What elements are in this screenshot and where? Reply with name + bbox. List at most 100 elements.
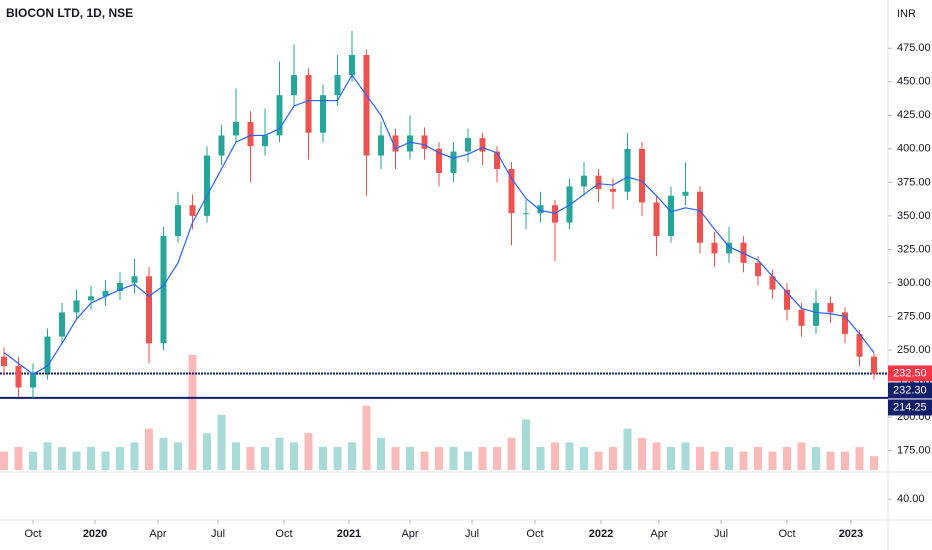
price-label: 232.50	[893, 367, 927, 379]
candle-body	[73, 300, 80, 313]
y-tick-label: 425.00	[897, 109, 931, 121]
moving-average	[3, 73, 875, 375]
volume-bar	[580, 447, 588, 470]
volume-bar	[870, 456, 878, 470]
volume-bar	[449, 447, 458, 470]
candle-body	[102, 290, 109, 297]
candle-body	[276, 95, 283, 136]
volume-bar	[217, 414, 226, 470]
volume-bar	[246, 447, 255, 470]
volume-bar	[768, 451, 777, 470]
price-label: 214.25	[893, 401, 927, 413]
volume-bar	[101, 451, 110, 470]
y-tick-label: 40.00	[897, 493, 925, 505]
x-tick-label: Oct	[778, 528, 795, 540]
x-tick-label: Oct	[526, 528, 543, 540]
candle-body	[291, 75, 297, 96]
price-label-box	[888, 399, 932, 416]
candle-body	[639, 148, 645, 203]
volume-bar	[290, 442, 298, 470]
x-tick-label: 2022	[589, 528, 613, 540]
candle-body	[827, 303, 834, 313]
candle-body	[581, 175, 587, 187]
candle-body	[233, 122, 239, 136]
currency: INR	[897, 8, 916, 20]
x-tick-label: Apr	[401, 528, 418, 540]
candle-body	[523, 213, 529, 215]
volume-bar	[725, 447, 733, 470]
volume-bar	[652, 442, 661, 470]
candle-body	[131, 276, 138, 283]
candle-body	[856, 333, 863, 357]
candle-body	[44, 336, 51, 373]
volume-bar	[855, 447, 864, 470]
candle-body	[508, 168, 515, 214]
volume-bar	[478, 447, 487, 470]
volume-bar	[275, 437, 284, 470]
y-tick-label: 350.00	[897, 210, 931, 222]
x-tick-label: Oct	[24, 528, 41, 540]
volume-bar	[188, 355, 197, 470]
volume-bar	[391, 447, 400, 470]
x-tick-label: Jul	[714, 528, 728, 540]
candle-body	[305, 75, 312, 133]
volume-bar	[797, 442, 806, 470]
candle-body	[813, 303, 819, 326]
candle-body	[262, 135, 268, 147]
y-tick-label: 250.00	[897, 344, 931, 356]
y-tick-label: 325.00	[897, 243, 931, 255]
candle-body	[204, 155, 210, 216]
volume-bar	[826, 451, 835, 470]
y-tick-label: 175.00	[897, 444, 931, 456]
volume-bar	[159, 437, 168, 470]
candle-body	[421, 135, 428, 149]
y-tick-label: 450.00	[897, 76, 931, 88]
candle-body	[30, 372, 36, 388]
volume-bar	[377, 437, 385, 470]
candle-body	[610, 189, 616, 192]
x-tick-label: 2021	[337, 528, 361, 540]
candle-body	[537, 205, 544, 214]
candle-body	[479, 138, 486, 152]
volume-bar	[681, 442, 690, 470]
x-tick-label: Jul	[465, 528, 479, 540]
x-tick-label: Jul	[211, 528, 225, 540]
candle-body	[146, 276, 152, 344]
candle-body	[15, 366, 22, 388]
volume-bar	[710, 451, 719, 470]
x-tick-label: 2020	[83, 528, 107, 540]
volume-bar	[667, 447, 675, 470]
volume-bar	[464, 451, 472, 470]
candle-body	[436, 148, 442, 173]
x-tick-label: 2023	[839, 528, 863, 540]
candle-body	[247, 122, 254, 147]
candle-body	[175, 205, 181, 236]
volume-bar	[739, 451, 748, 470]
volume-bar	[507, 437, 516, 470]
candle-body	[334, 75, 341, 96]
chart-title: BIOCON LTD, 1D, NSE	[6, 6, 133, 20]
volume-bar	[116, 447, 124, 470]
candle-body	[798, 309, 805, 326]
volume-bar	[420, 451, 429, 470]
candle-body	[88, 296, 94, 301]
volume-bar	[362, 405, 371, 470]
candle-body	[624, 148, 631, 192]
candle-body	[320, 95, 326, 133]
volume-bar	[319, 447, 327, 470]
volume-bar	[58, 447, 66, 470]
candle-body	[842, 312, 848, 334]
volume-bar	[696, 447, 704, 470]
volume-bar	[783, 447, 791, 470]
volume-bar	[551, 442, 559, 470]
volume-bar	[623, 428, 632, 470]
candle-body	[117, 282, 123, 291]
candle-body	[769, 276, 776, 290]
x-tick-label: Apr	[149, 528, 166, 540]
candle-body	[218, 135, 225, 156]
volume-bar	[72, 451, 81, 470]
candle-body	[871, 356, 877, 374]
y-tick-label: 300.00	[897, 277, 931, 289]
